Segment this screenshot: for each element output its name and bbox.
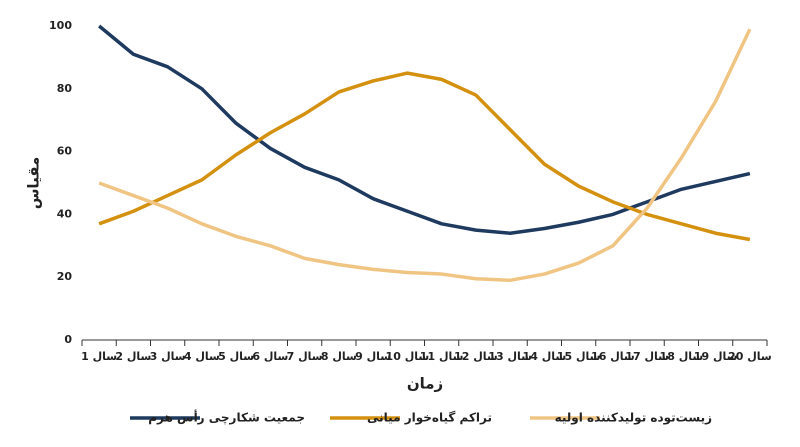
- line-series: [98, 24, 751, 235]
- x-tick-label: سال 6: [252, 350, 288, 363]
- x-tick-label: سال 20: [728, 350, 772, 363]
- legend-label: تراکم گیاه‌خوار میانی: [367, 411, 492, 426]
- x-tick-label: سال 11: [420, 350, 464, 363]
- y-tick-label: 60: [57, 145, 73, 158]
- y-tick-label: 80: [57, 82, 73, 95]
- x-tick-label: سال 17: [625, 350, 669, 363]
- x-tick-label: سال 13: [488, 350, 532, 363]
- line-series: [98, 71, 751, 242]
- y-axis-title: مقیاس: [25, 157, 43, 210]
- y-tick-label: 20: [57, 270, 73, 283]
- x-tick-label: سال 9: [355, 350, 391, 363]
- x-tick-label: سال 8: [321, 350, 357, 363]
- x-tick-label: سال 7: [287, 350, 323, 363]
- x-tick-label: سال 14: [523, 350, 567, 363]
- x-tick-label: سال 10: [386, 350, 430, 363]
- x-tick-label: سال 3: [150, 350, 186, 363]
- x-tick-label: سال 1: [81, 350, 117, 363]
- y-tick-label: 40: [57, 207, 73, 220]
- x-axis-title: زمان: [407, 375, 443, 393]
- y-tick-label: 0: [64, 333, 72, 346]
- x-tick-label: سال 2: [115, 350, 151, 363]
- x-tick-label: سال 15: [557, 350, 601, 363]
- x-tick-label: سال 4: [184, 350, 220, 363]
- x-tick-label: سال 18: [660, 350, 704, 363]
- x-tick-label: سال 19: [694, 350, 738, 363]
- x-tick-label: سال 12: [454, 350, 498, 363]
- line-series: [98, 28, 752, 283]
- legend-label: زیست‌توده تولیدکننده اولیه: [555, 411, 712, 426]
- x-tick-label: سال 5: [218, 350, 254, 363]
- y-tick-label: 100: [49, 19, 72, 32]
- x-tick-label: سال 16: [591, 350, 635, 363]
- legend-label: جمعیت شکارچی رأس هرم: [148, 410, 305, 426]
